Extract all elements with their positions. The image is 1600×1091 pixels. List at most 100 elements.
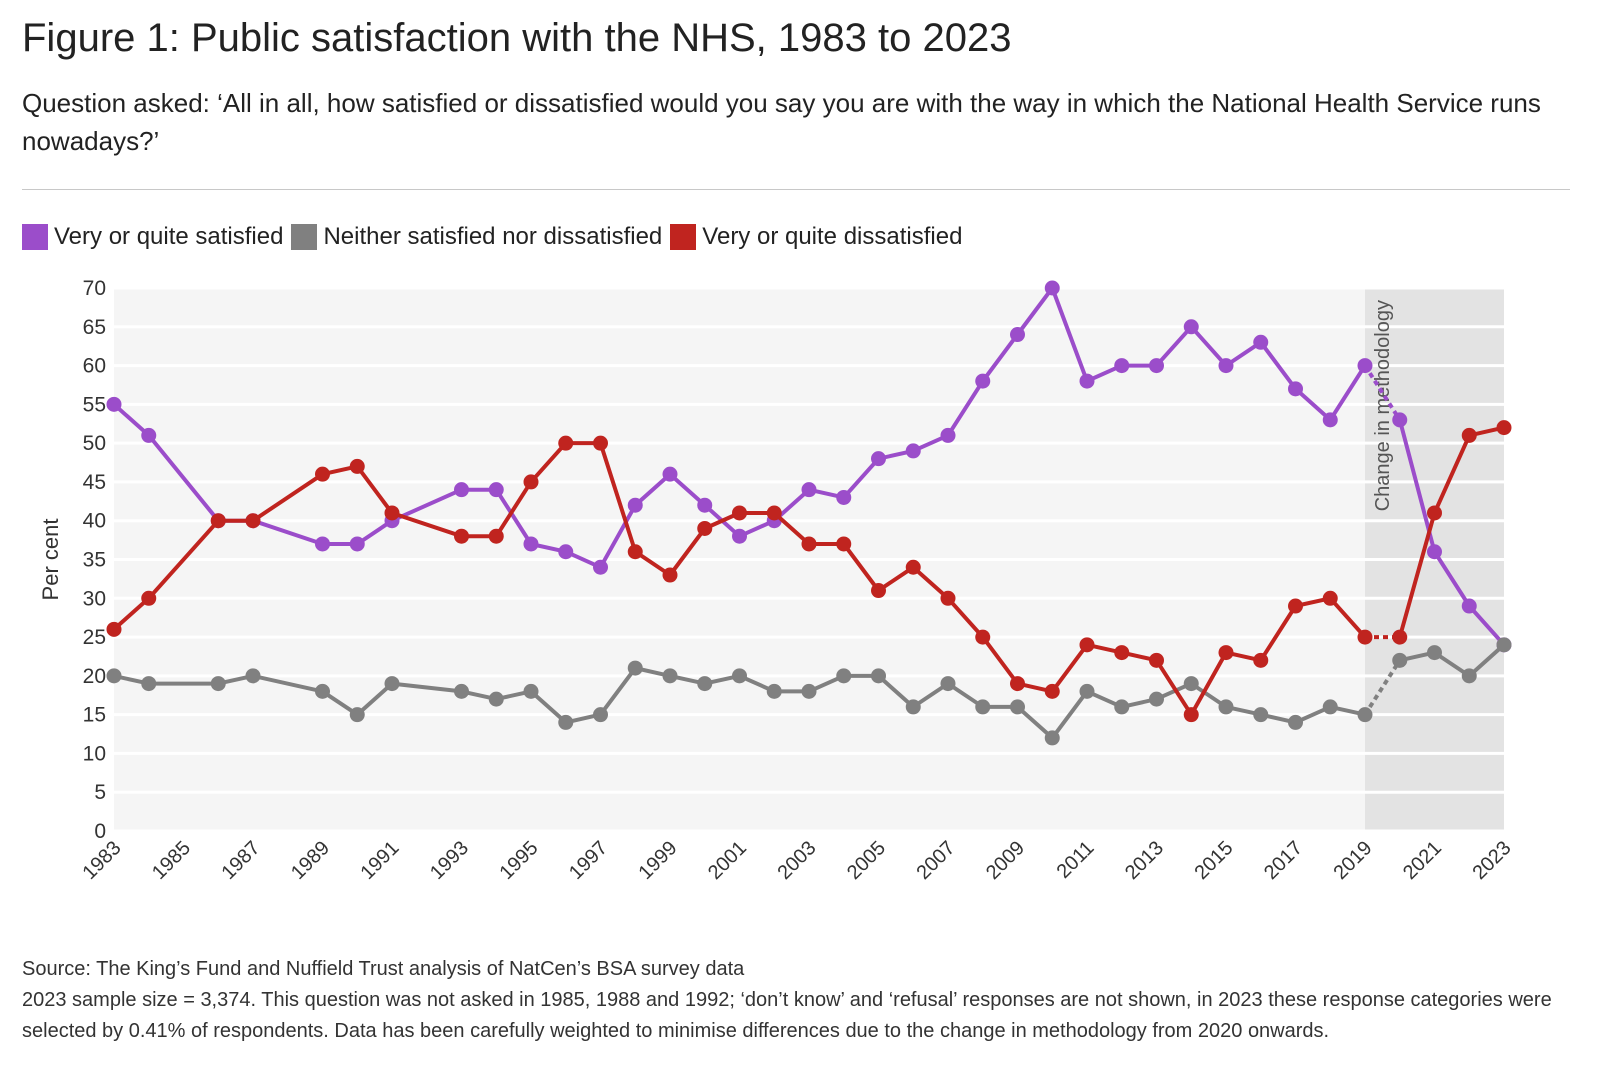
x-tick-label: 1983 [79, 837, 126, 884]
y-tick-label: 10 [83, 742, 106, 765]
chart-subtitle: Question asked: ‘All in all, how satisfi… [22, 88, 1541, 156]
data-point [106, 621, 122, 637]
data-point [349, 458, 365, 474]
series-1 [106, 637, 1512, 746]
series-line [1399, 643, 1506, 678]
x-tick-label: 1993 [426, 837, 473, 884]
data-point [245, 668, 261, 684]
data-point [1461, 598, 1477, 614]
x-tick-label: 2021 [1399, 837, 1446, 884]
series-line [113, 666, 1366, 740]
data-point [384, 676, 400, 692]
data-point [106, 668, 122, 684]
x-tick-label: 1987 [218, 837, 265, 884]
data-point [975, 373, 991, 389]
x-tick-label: 2015 [1191, 837, 1238, 884]
data-point [1149, 358, 1164, 374]
data-point [593, 559, 608, 575]
legend-item-satisfied[interactable]: Very or quite satisfied [22, 223, 283, 251]
data-point [940, 676, 956, 692]
data-point [732, 528, 747, 544]
methodology-annotation: Change in methodology [1372, 300, 1394, 511]
data-point [836, 536, 852, 552]
x-tick-label: 2023 [1469, 837, 1516, 884]
legend-item-neither[interactable]: Neither satisfied nor dissatisfied [291, 223, 662, 251]
series-line [112, 286, 1367, 570]
data-point [1183, 319, 1199, 335]
data-point [1322, 590, 1338, 606]
line-chart: Change in methodology 0 5 10 15 20 25 30 35 40 45 5… [38, 277, 1516, 884]
data-point [662, 466, 678, 482]
legend-swatch-satisfied [22, 224, 48, 250]
data-point [1010, 676, 1025, 692]
legend-item-dissatisfied[interactable]: Very or quite dissatisfied [670, 223, 962, 251]
data-point [697, 676, 713, 692]
x-tick-label: 1995 [496, 837, 543, 884]
x-tick-label: 1985 [148, 837, 195, 884]
data-point [558, 435, 574, 451]
data-point [1079, 683, 1095, 699]
legend-label-dissatisfied: Very or quite dissatisfied [702, 223, 963, 250]
data-point [488, 528, 504, 544]
data-point [210, 513, 226, 529]
data-point [732, 505, 747, 521]
data-point [662, 668, 678, 684]
x-tick-label: 2001 [704, 837, 751, 884]
chart-title: Figure 1: Public satisfaction with the N… [22, 16, 1012, 60]
data-point [1044, 683, 1060, 699]
data-point [141, 590, 157, 606]
data-point [1010, 699, 1025, 715]
y-tick-label: 40 [83, 510, 106, 533]
data-point [697, 520, 713, 536]
data-point [1114, 699, 1130, 715]
y-tick-label: 45 [83, 471, 106, 494]
data-point [1496, 637, 1512, 653]
data-point [697, 497, 713, 513]
data-point [1218, 358, 1234, 374]
y-tick-label: 20 [83, 665, 106, 688]
data-point [905, 443, 921, 459]
y-tick-label: 15 [83, 704, 106, 727]
data-point [141, 427, 157, 443]
x-tick-label: 2009 [982, 837, 1029, 884]
data-point [766, 683, 782, 699]
data-point [454, 528, 469, 544]
x-tick-label: 1999 [635, 837, 682, 884]
data-point [558, 544, 574, 560]
data-point [384, 505, 400, 521]
data-point [627, 497, 643, 513]
x-tick-label: 2007 [913, 837, 960, 884]
data-point [836, 489, 852, 505]
data-point [1079, 373, 1095, 389]
data-point [593, 707, 608, 723]
series-line [112, 441, 1367, 717]
x-tick-label: 1997 [565, 837, 612, 884]
data-point [1253, 652, 1269, 668]
series-line [1397, 425, 1505, 638]
data-point [662, 567, 678, 583]
data-point [454, 683, 469, 699]
series-2 [106, 420, 1512, 723]
x-tick-label: 2019 [1330, 837, 1377, 884]
x-tick-label: 1989 [287, 837, 334, 884]
data-point [905, 559, 921, 575]
data-point [905, 699, 921, 715]
data-point [1427, 505, 1442, 521]
data-point [349, 536, 365, 552]
data-point [1253, 334, 1269, 350]
data-point [975, 629, 991, 645]
y-tick-label: 60 [83, 355, 106, 378]
x-tick-label: 2003 [774, 837, 821, 884]
data-point [1114, 645, 1130, 661]
data-point [801, 482, 817, 498]
data-point [1149, 691, 1164, 707]
chart-legend: Very or quite satisfied Neither satisfie… [22, 222, 970, 252]
data-point [940, 590, 956, 606]
x-tick-label: 2005 [843, 837, 890, 884]
data-point [488, 691, 504, 707]
data-point [245, 513, 261, 529]
y-tick-label: 50 [83, 432, 106, 455]
data-point [1044, 730, 1060, 746]
data-point [1044, 280, 1060, 296]
data-point [315, 466, 330, 482]
